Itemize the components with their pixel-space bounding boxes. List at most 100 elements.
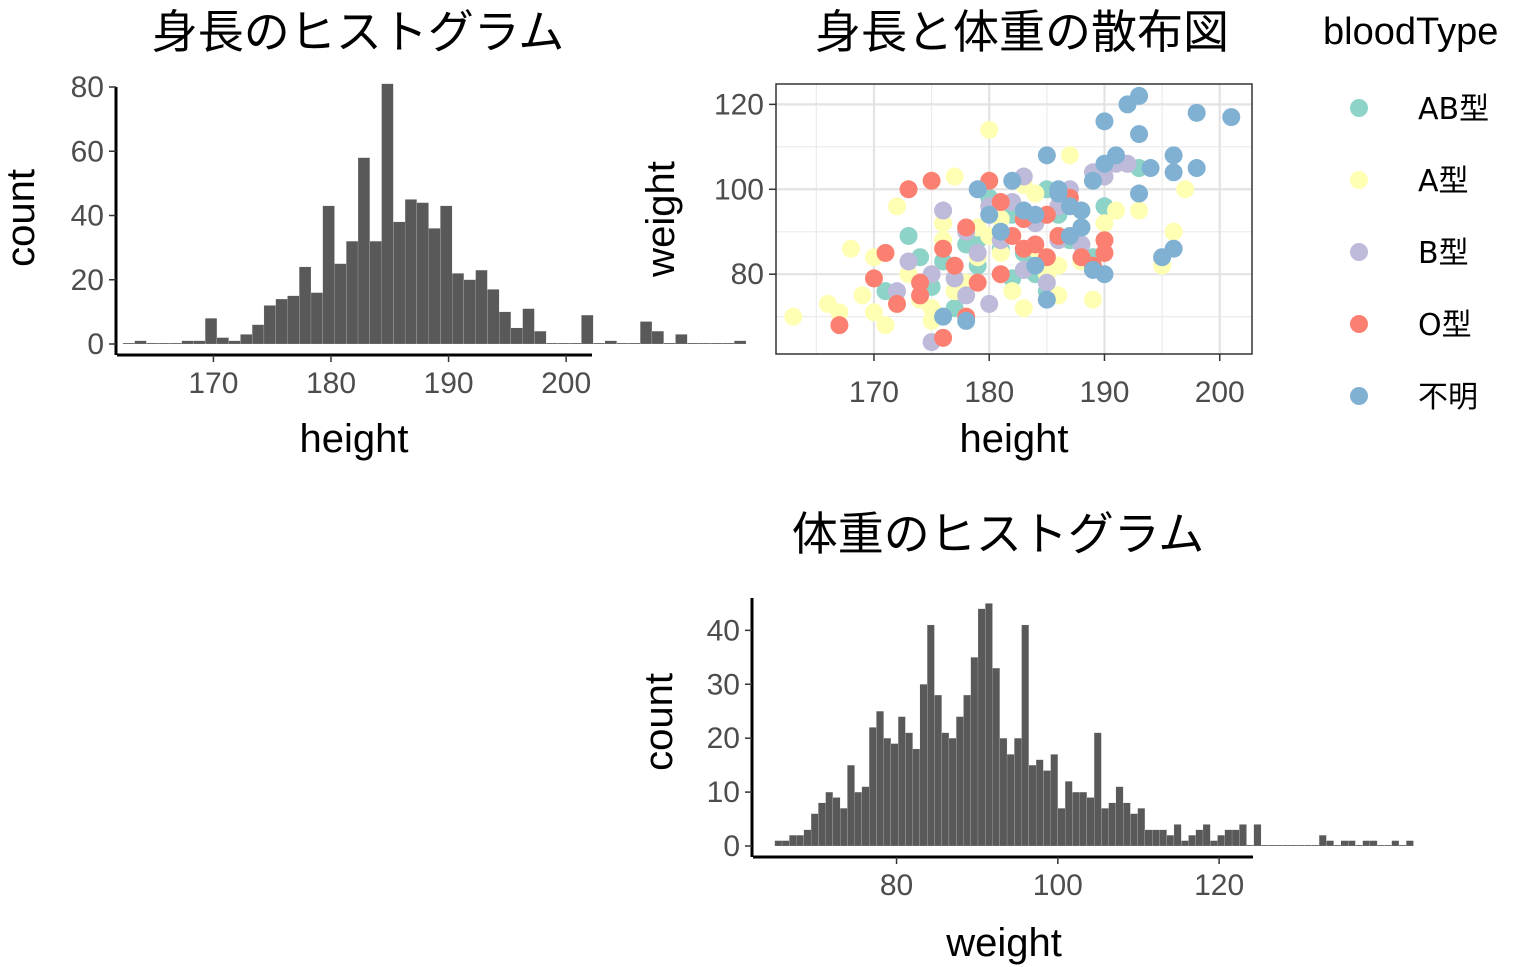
scatter-point — [1026, 205, 1045, 224]
weight-histogram-bar — [789, 835, 797, 847]
weight-histogram-bar — [1050, 754, 1058, 847]
scatter-point — [1003, 282, 1022, 301]
scatter-point — [1072, 201, 1091, 220]
weight-histogram-bar — [1006, 754, 1015, 847]
scatter-point — [784, 307, 803, 326]
scatter-point — [899, 180, 918, 199]
weight-histogram-bar — [1195, 829, 1204, 847]
scatter-point — [899, 252, 918, 271]
height-histogram-bar — [240, 334, 253, 345]
legend-key — [1350, 171, 1368, 189]
scatter-point — [957, 311, 976, 330]
height-histogram-y-tick-label: 60 — [71, 135, 104, 168]
weight-histogram-bar — [970, 657, 979, 847]
height-histogram-panel: 身長のヒストグラム 170 180 190 200 0 20 40 60 80 height c… — [0, 5, 747, 461]
scatter-point — [1037, 290, 1056, 309]
weight-histogram-bar — [1377, 844, 1385, 847]
height-histogram-y-tick-label: 80 — [71, 71, 104, 104]
height-histogram-bar — [722, 342, 735, 345]
scatter-point — [1164, 222, 1183, 241]
height-histogram-bar — [557, 342, 570, 345]
weight-histogram-bar — [1239, 824, 1247, 847]
weight-histogram-bar — [919, 684, 928, 847]
scatter-point — [1095, 214, 1114, 233]
weight-histogram-bar — [825, 792, 833, 847]
height-histogram-bar — [463, 279, 476, 345]
height-histogram-bar — [510, 327, 523, 345]
weight-histogram-bar — [1086, 797, 1095, 847]
scatter-point — [934, 307, 953, 326]
height-histogram-bar — [334, 263, 347, 345]
scatter-point — [1060, 146, 1079, 165]
height-histogram-bars — [122, 83, 747, 345]
scatter-point — [1130, 86, 1149, 105]
height-histogram-bar — [651, 331, 664, 345]
scatter-point — [934, 201, 953, 220]
scatter-point — [968, 180, 987, 199]
legend-label: A型 — [1418, 164, 1469, 199]
weight-histogram-x-tick-label: 120 — [1194, 869, 1244, 902]
height-histogram-axes: 170 180 190 200 0 20 40 60 80 — [71, 71, 592, 400]
weight-histogram-y-tick-label: 0 — [723, 830, 740, 863]
scatter-point — [945, 269, 964, 288]
weight-histogram-bar — [1268, 844, 1276, 847]
height-histogram-bar — [228, 340, 241, 345]
scatter-point — [1095, 231, 1114, 250]
scatter-point — [1187, 159, 1206, 178]
weight-histogram-bar — [1297, 844, 1305, 847]
scatter-panel-border — [775, 83, 1253, 355]
weight-histogram-x-tick-label: 80 — [880, 869, 913, 902]
weight-histogram-bar — [1115, 786, 1124, 847]
weight-histogram-y-tick-label: 40 — [707, 614, 740, 647]
weight-histogram-bar — [1094, 732, 1102, 847]
height-histogram-bar — [663, 342, 676, 345]
height-histogram-bar — [475, 270, 488, 345]
scatter-point — [853, 286, 872, 305]
weight-histogram-bar — [1137, 808, 1146, 847]
weight-histogram-bar — [1144, 829, 1153, 847]
scatter-point — [1060, 226, 1079, 245]
scatter-point — [1164, 146, 1183, 165]
weight-histogram-y-tick-label: 30 — [707, 668, 740, 701]
weight-histogram-bar — [1057, 808, 1066, 847]
legend-title: bloodType — [1323, 11, 1498, 53]
weight-histogram-bar — [1166, 835, 1175, 847]
weight-histogram-bar — [1253, 824, 1262, 847]
scatter-point — [1037, 273, 1056, 292]
scatter-point — [945, 167, 964, 186]
height-histogram-bar — [346, 241, 359, 345]
weight-histogram-bar — [1021, 624, 1029, 847]
weight-histogram-bar — [977, 608, 986, 847]
scatter-point — [876, 243, 895, 262]
weight-histogram-bar — [1202, 824, 1211, 847]
weight-histogram-bar — [1043, 770, 1051, 847]
height-histogram-bar — [675, 334, 688, 345]
scatter-point — [1083, 260, 1102, 279]
scatter-x-tick-label: 190 — [1079, 376, 1129, 409]
scatter-point — [1014, 299, 1033, 318]
scatter-point — [980, 294, 999, 313]
weight-histogram-bar — [1224, 829, 1233, 847]
weight-histogram-bar — [1231, 829, 1240, 847]
scatter-point — [1141, 159, 1160, 178]
scatter-point — [1187, 103, 1206, 122]
weight-histogram-bar — [1123, 802, 1131, 847]
height-histogram-bar — [640, 321, 653, 345]
scatter-point — [830, 303, 849, 322]
scatter-point — [991, 193, 1010, 212]
weight-histogram-bar — [1311, 844, 1320, 847]
scatter-point — [1222, 108, 1241, 127]
scatter-point — [1083, 171, 1102, 190]
weight-histogram-bar — [832, 797, 841, 847]
height-histogram-bar — [710, 342, 723, 345]
height-histogram-bar — [252, 324, 265, 345]
height-histogram-bar — [698, 342, 711, 345]
scatter-point — [888, 294, 907, 313]
weight-histogram-bar — [1035, 759, 1044, 847]
legend-label: O型 — [1418, 308, 1472, 343]
height-histogram-bar — [310, 292, 323, 345]
height-histogram-x-tick-label: 180 — [306, 367, 356, 400]
legend-key — [1350, 315, 1368, 333]
scatter-title: 身長と体重の散布図 — [815, 5, 1229, 59]
height-histogram-bar — [452, 273, 464, 345]
